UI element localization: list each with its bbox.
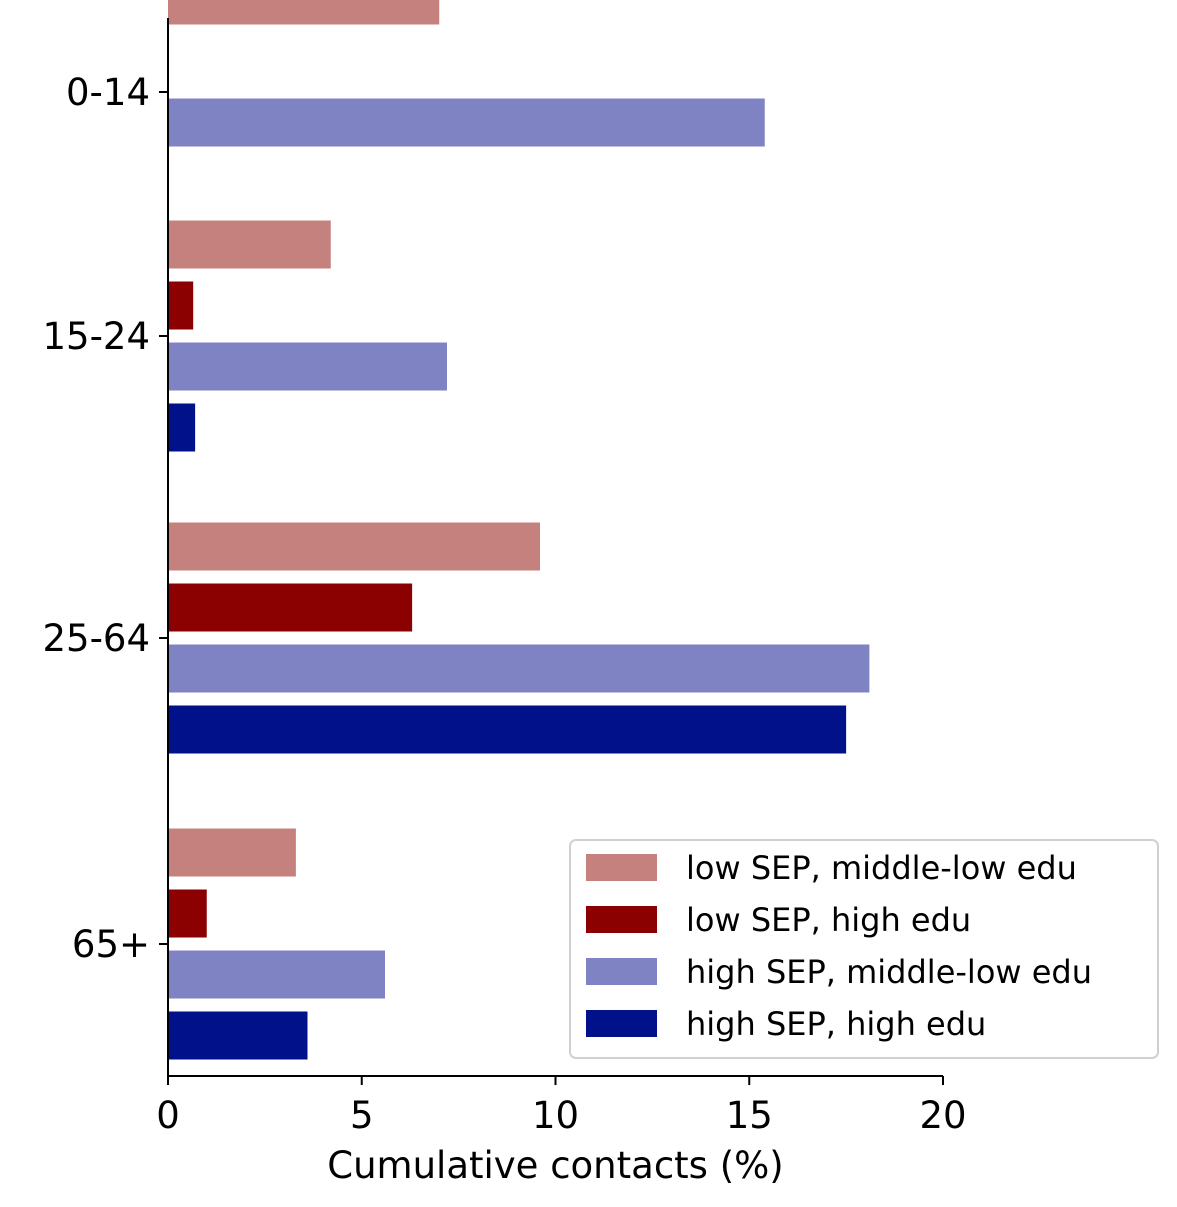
bar-25-64-low-sep-middle-low-edu bbox=[168, 522, 540, 571]
bar-0-14-low-sep-middle-low-edu bbox=[168, 0, 440, 25]
x-tick-label: 0 bbox=[156, 1094, 180, 1137]
bar-15-24-low-sep-high-edu bbox=[168, 281, 194, 330]
y-axis: 0-14 15-24 25-64 65+ bbox=[42, 18, 169, 1076]
bar-25-64-high-sep-high-edu bbox=[168, 705, 847, 754]
x-tick-label: 10 bbox=[532, 1094, 579, 1137]
x-axis-title: Cumulative contacts (%) bbox=[327, 1144, 783, 1187]
bar-15-24-high-sep-middle-low-edu bbox=[168, 342, 447, 391]
bar-25-64-low-sep-high-edu bbox=[168, 583, 413, 632]
legend-label: low SEP, high edu bbox=[686, 901, 971, 939]
y-tick-label: 65+ bbox=[72, 923, 150, 966]
legend-label: high SEP, middle-low edu bbox=[686, 953, 1092, 991]
bar-65+-high-sep-high-edu bbox=[168, 1011, 308, 1060]
x-tick-label: 20 bbox=[919, 1094, 966, 1137]
legend: low SEP, middle-low edu low SEP, high edu… bbox=[569, 839, 1159, 1059]
y-tick-label: 15-24 bbox=[42, 315, 150, 358]
bar-15-24-high-sep-high-edu bbox=[168, 403, 196, 452]
legend-swatch bbox=[586, 854, 657, 881]
legend-label: high SEP, high edu bbox=[686, 1005, 986, 1043]
x-tick-label: 5 bbox=[350, 1094, 374, 1137]
x-tick-label: 15 bbox=[726, 1094, 773, 1137]
bar-65+-low-sep-middle-low-edu bbox=[168, 828, 296, 877]
bars-group bbox=[168, 0, 870, 1060]
legend-label: low SEP, middle-low edu bbox=[686, 849, 1077, 887]
bar-0-14-high-sep-middle-low-edu bbox=[168, 98, 765, 147]
legend-swatch bbox=[586, 906, 657, 933]
x-axis: 0 5 10 15 20 bbox=[156, 1075, 967, 1137]
bar-65+-low-sep-high-edu bbox=[168, 889, 207, 938]
legend-swatch bbox=[586, 958, 657, 985]
legend-frame bbox=[569, 839, 1159, 1059]
bar-65+-high-sep-middle-low-edu bbox=[168, 950, 385, 999]
bar-15-24-low-sep-middle-low-edu bbox=[168, 220, 331, 269]
bar-25-64-high-sep-middle-low-edu bbox=[168, 644, 870, 693]
legend-swatch bbox=[586, 1010, 657, 1037]
y-tick-label: 0-14 bbox=[66, 71, 150, 114]
y-tick-label: 25-64 bbox=[42, 617, 150, 660]
